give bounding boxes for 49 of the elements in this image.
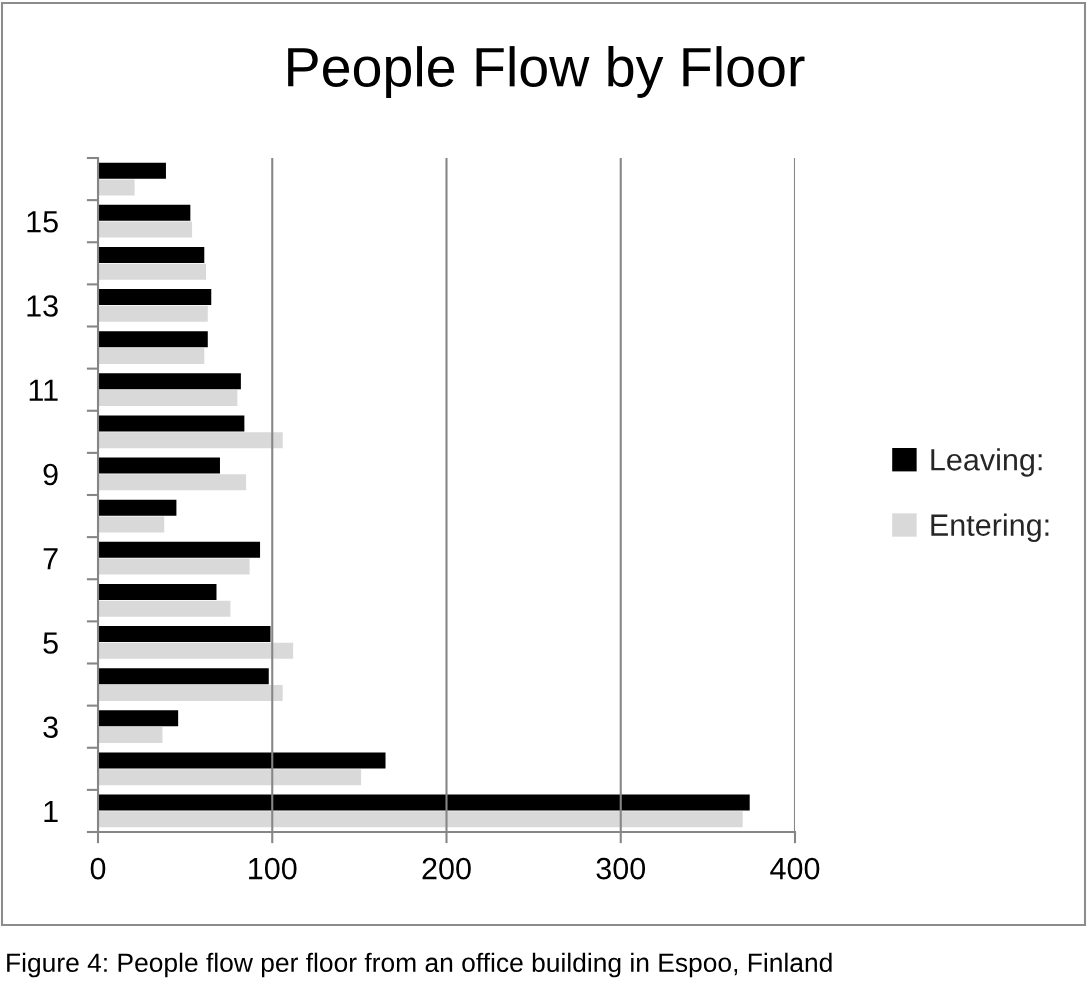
bar xyxy=(98,668,269,685)
legend-label: Leaving: xyxy=(931,448,1042,477)
y-tick-label: 5 xyxy=(43,632,58,654)
x-tick-label: 400 xyxy=(770,857,820,880)
bar xyxy=(98,710,179,727)
x-tick-label: 300 xyxy=(596,857,646,880)
bar xyxy=(98,390,238,407)
bar xyxy=(98,289,212,306)
bar xyxy=(98,626,271,643)
bar xyxy=(98,204,191,221)
bar xyxy=(98,305,208,322)
bar xyxy=(98,752,386,769)
bar xyxy=(98,162,166,179)
bar xyxy=(98,769,362,786)
bar xyxy=(98,474,247,491)
bar xyxy=(98,541,261,558)
bar xyxy=(98,246,205,263)
bar xyxy=(98,558,250,575)
y-tick-label: 13 xyxy=(27,295,58,317)
x-tick-label: 0 xyxy=(90,857,106,880)
bar xyxy=(98,516,165,533)
bar xyxy=(98,347,205,364)
bar xyxy=(98,179,135,196)
bar xyxy=(98,373,241,390)
bar xyxy=(98,600,231,617)
bar xyxy=(98,794,750,811)
y-tick-label: 9 xyxy=(43,463,58,486)
y-tick-label: 11 xyxy=(29,379,58,401)
bar xyxy=(98,583,217,600)
legend-label: Entering: xyxy=(931,513,1049,542)
bar xyxy=(98,727,163,744)
bar xyxy=(98,684,283,701)
y-tick-label: 1 xyxy=(44,800,58,823)
bar xyxy=(98,263,207,280)
bar xyxy=(98,811,743,828)
bar xyxy=(98,432,283,449)
bar xyxy=(98,415,245,432)
y-tick-label: 15 xyxy=(27,211,58,233)
bar xyxy=(98,331,208,348)
x-tick-label: 100 xyxy=(249,857,297,880)
y-tick-label: 3 xyxy=(43,716,58,739)
x-tick-label: 200 xyxy=(422,857,471,880)
bar xyxy=(98,499,177,516)
bar xyxy=(98,457,220,474)
bar xyxy=(98,642,294,659)
bar xyxy=(98,221,193,238)
chart-title: People Flow by Floor xyxy=(288,46,805,98)
y-tick-label: 7 xyxy=(43,548,58,570)
caption: Figure 4: People flow per floor from an office building in Espoo, Finland xyxy=(7,952,832,978)
